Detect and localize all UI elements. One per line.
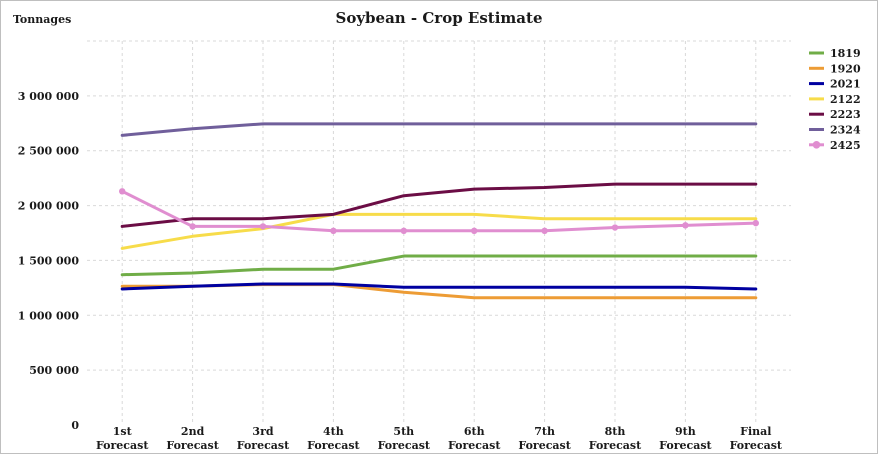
data-point-2425 (119, 188, 126, 195)
series-line-2324 (120, 122, 758, 137)
x-tick-label: 9th Forecast (659, 425, 712, 452)
data-point-2425 (400, 227, 407, 235)
x-tick-label-line: 2nd (181, 425, 205, 438)
legend-label-2122: 2122 (830, 93, 861, 106)
data-point-2425 (330, 227, 337, 235)
x-tick-label-line: Forecast (378, 439, 431, 452)
x-tick-label-line: Forecast (659, 439, 712, 452)
chart-title: Soybean - Crop Estimate (335, 9, 542, 27)
legend-label-1920: 1920 (830, 62, 861, 75)
x-tick-label-line: 8th (605, 425, 626, 438)
y-tick-label: 1 000 000 (18, 309, 80, 322)
series-line-2021 (120, 282, 758, 291)
x-tick-label: 7th Forecast (518, 425, 571, 452)
y-tick-label: 3 000 000 (18, 90, 80, 103)
legend-label-2425: 2425 (830, 139, 861, 152)
legend-label-2223: 2223 (830, 108, 861, 121)
x-tick-label: 3rd Forecast (237, 425, 290, 452)
x-tick-label-line: 5th (393, 425, 414, 438)
x-tick-label-line: Final (740, 425, 771, 438)
y-tick-label: 2 500 000 (18, 145, 80, 158)
legend-marker-2425 (812, 141, 821, 149)
data-point-2425 (471, 227, 478, 235)
x-tick-label-line: 6th (464, 425, 485, 438)
y-tick-label: 2 000 000 (18, 200, 80, 213)
x-tick-label-line: 4th (323, 425, 344, 438)
x-tick-label-line: Forecast (96, 439, 149, 452)
x-tick-label-line: Forecast (166, 439, 219, 452)
y-tick-label: 1 500 000 (18, 254, 80, 267)
series-line-2223 (120, 182, 758, 228)
x-tick-label-line: 3rd (252, 425, 273, 438)
data-point-2425 (752, 219, 759, 227)
legend-label-2021: 2021 (830, 78, 861, 91)
y-tick-label: 500 000 (29, 364, 79, 377)
data-point-2425 (682, 222, 689, 229)
x-tick-label: 8th Forecast (589, 425, 642, 452)
data-point-2425 (189, 223, 196, 230)
x-tick-label-line: 7th (534, 425, 555, 438)
x-tick-label: Final Forecast (730, 425, 783, 452)
data-point-2425 (259, 223, 267, 230)
x-tick-label-line: Forecast (307, 439, 360, 452)
x-tick-label: 5th Forecast (378, 425, 431, 452)
legend: 1819 1920 2021 2122 2223 2324 2425 (809, 47, 861, 152)
x-tick-label-line: Forecast (448, 439, 501, 452)
series-line-1819 (120, 254, 758, 277)
x-tick-label: 1st Forecast (96, 425, 149, 452)
legend-label-2324: 2324 (830, 124, 861, 137)
x-tick-label: 4th Forecast (307, 425, 360, 452)
x-tick-label-line: Forecast (589, 439, 642, 452)
data-point-2425 (611, 224, 619, 231)
y-tick-label: 0 (71, 419, 79, 432)
series-line-2122 (120, 212, 758, 250)
x-tick-label-line: 1st (113, 425, 133, 438)
x-tick-label: 6th Forecast (448, 425, 501, 452)
data-point-2425 (541, 227, 548, 235)
x-tick-label-line: Forecast (730, 439, 783, 452)
x-tick-label-line: Forecast (237, 439, 290, 452)
y-axis-ticks: 0 500 000 1 000 000 1 500 000 2 000 000 2 500… (18, 90, 80, 432)
legend-label-1819: 1819 (830, 47, 861, 60)
gridlines (87, 40, 791, 425)
y-axis-label: Tonnages (13, 13, 71, 26)
x-tick-label-line: 9th (675, 425, 696, 438)
x-tick-label-line: Forecast (518, 439, 571, 452)
series-line-2425 (120, 189, 758, 233)
x-tick-label: 2nd Forecast (166, 425, 219, 452)
series-lines (119, 122, 759, 300)
